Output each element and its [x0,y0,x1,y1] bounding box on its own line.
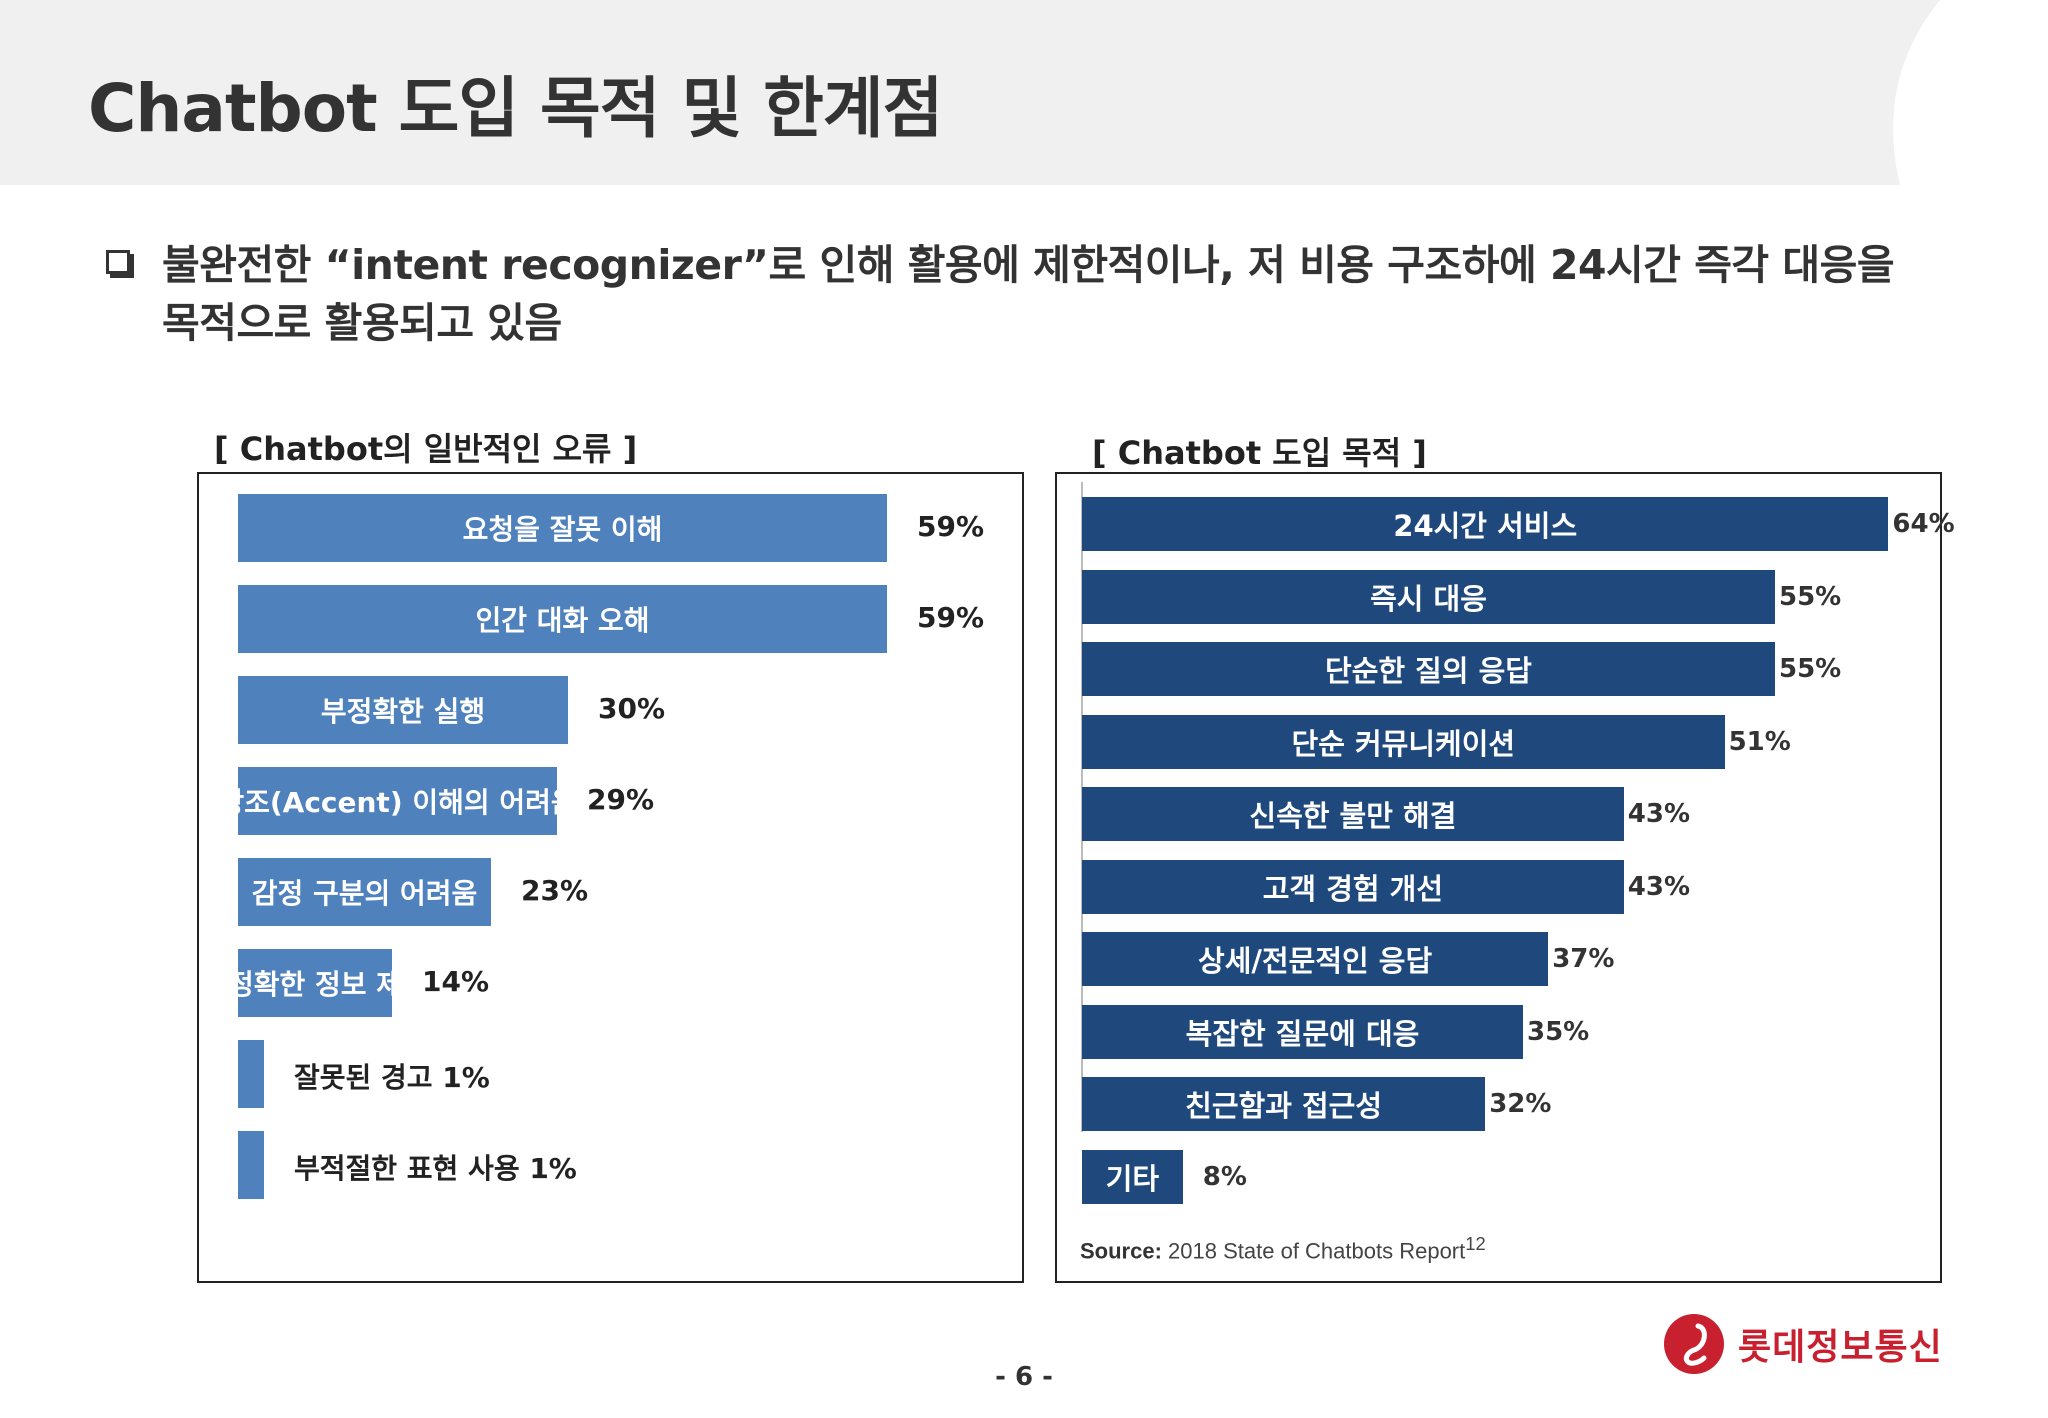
left-bar-value-0: 59% [917,510,985,543]
left-bar-label-2: 부정확한 실행 [320,695,486,728]
right-bar-label-9: 기타 [1105,1161,1160,1196]
left-bar-label-1: 인간 대화 오해 [475,604,650,637]
right-bar-value-0: 64% [1892,509,1955,539]
lotte-logo-icon [1664,1314,1724,1374]
left-bar-label-4: 감정 구분의 어려움 [251,877,478,910]
right-bar-9: 기타 [1082,1149,1183,1204]
source-note: Source: 2018 State of Chatbots Report12 [1080,1233,1486,1264]
left-bar-value-3: 29% [587,783,655,816]
left-bar-label-7: 부적절한 표현 사용 1% [294,1152,577,1185]
summary-text: 불완전한 “intent recognizer”로 인해 활용에 제한적이나, … [162,241,1895,347]
right-bar-value-1: 55% [1779,581,1842,612]
left-bar-value-1: 59% [917,601,985,634]
left-bar-value-5: 14% [422,965,490,998]
left-bar-6 [238,1040,264,1108]
right-bar-label-0: 24시간 서비스 [1393,509,1578,543]
right-bar-0: 24시간 서비스 [1082,497,1889,551]
left-bar-label-6: 잘못된 경고 1% [294,1061,490,1094]
left-bar-4: 감정 구분의 어려움 [238,858,491,926]
right-bar-label-6: 상세/전문적인 응답 [1198,944,1433,978]
right-bar-value-3: 51% [1728,726,1791,757]
right-bar-value-8: 32% [1489,1089,1552,1119]
right-bar-label-1: 즉시 대응 [1370,581,1487,616]
brand-name: 롯데정보통신 [1738,1327,1943,1368]
left-chart-title: [ Chatbot의 일반적인 오류 ] [214,430,638,468]
left-bar-0: 요청을 잘못 이해 [238,494,887,562]
right-bar-label-4: 신속한 불만 해결 [1249,799,1457,833]
right-bar-label-5: 고객 경험 개선 [1262,871,1444,906]
page-title: Chatbot 도입 목적 및 한계점 [88,70,943,147]
right-bar-5: 고객 경험 개선 [1082,859,1624,914]
left-bar-7 [238,1131,264,1199]
left-bar-2: 부정확한 실행 [238,676,568,744]
right-bar-label-7: 복잡한 질문에 대응 [1185,1016,1420,1051]
left-bar-label-0: 요청을 잘못 이해 [462,513,663,546]
right-chart-title: [ Chatbot 도입 목적 ] [1092,434,1427,472]
right-bar-label-8: 친근함과 접근성 [1185,1089,1383,1123]
right-bar-1: 즉시 대응 [1082,569,1775,624]
right-bar-2: 단순한 질의 응답 [1082,642,1775,696]
right-bar-value-2: 55% [1779,654,1842,684]
left-bar-label-5: 부정확한 정보 제공 [238,968,392,1001]
right-bar-value-9: 8% [1202,1161,1247,1192]
left-bar-value-4: 23% [521,874,589,907]
right-bar-4: 신속한 불만 해결 [1082,787,1624,841]
header-band [0,0,2048,185]
left-bar-label-3: 강조(Accent) 이해의 어려움 [238,786,557,819]
left-bar-value-2: 30% [598,692,666,725]
left-bar-3: 강조(Accent) 이해의 어려움 [238,767,557,835]
right-bar-label-2: 단순한 질의 응답 [1325,654,1532,688]
header-decoration [1700,0,2048,185]
right-bar-6: 상세/전문적인 응답 [1082,932,1549,986]
right-bar-label-3: 단순 커뮤니케이션 [1291,726,1516,761]
left-bar-1: 인간 대화 오해 [238,585,887,653]
left-bar-5: 부정확한 정보 제공 [238,949,392,1017]
right-bar-value-4: 43% [1627,799,1691,829]
checkbox-bullet-icon [106,250,134,278]
right-bar-value-5: 43% [1627,871,1691,902]
brand-logo: 롯데정보통신 [1662,1312,1943,1376]
page-number: - 6 - [995,1362,1053,1392]
right-bar-7: 복잡한 질문에 대응 [1082,1004,1523,1059]
right-bar-value-6: 37% [1552,944,1615,974]
right-bar-3: 단순 커뮤니케이션 [1082,714,1725,769]
right-bar-value-7: 35% [1527,1016,1590,1047]
right-bar-8: 친근함과 접근성 [1082,1077,1486,1131]
